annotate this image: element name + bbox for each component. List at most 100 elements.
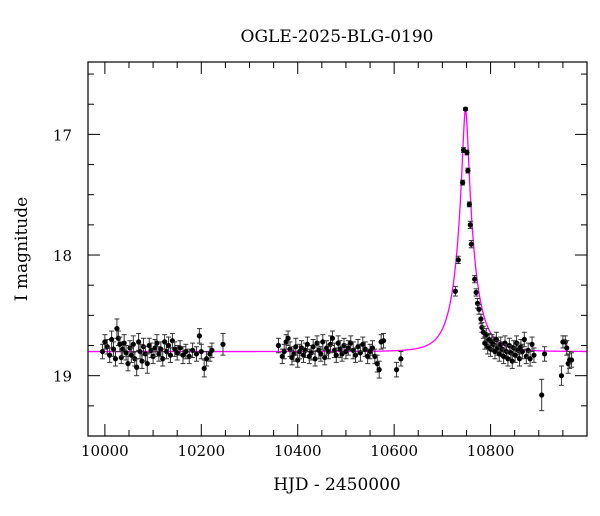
plot-frame [87, 61, 588, 437]
data-point [275, 337, 282, 354]
point-marker [154, 340, 160, 346]
point-marker [174, 350, 180, 356]
point-marker [279, 353, 285, 359]
point-marker [186, 353, 192, 359]
point-marker [519, 348, 525, 355]
point-marker [466, 201, 472, 207]
point-marker [476, 306, 482, 312]
point-marker [137, 348, 143, 355]
point-marker [352, 352, 359, 358]
data-point [468, 240, 474, 249]
data-point [541, 346, 548, 362]
point-marker [464, 149, 470, 156]
point-marker [465, 167, 471, 174]
point-marker [496, 351, 502, 357]
point-marker [335, 340, 341, 346]
point-marker [376, 367, 382, 373]
data-point [467, 220, 473, 229]
point-marker [357, 350, 364, 356]
point-marker [300, 352, 307, 358]
data-point [539, 378, 545, 412]
point-marker [374, 361, 380, 367]
data-point [365, 348, 371, 365]
data-point [473, 288, 479, 297]
data-point [183, 343, 189, 360]
data-point [531, 347, 537, 363]
point-marker [483, 332, 489, 338]
point-marker [320, 339, 326, 345]
point-marker [180, 352, 186, 358]
model-curve [88, 108, 587, 353]
data-point [169, 332, 175, 349]
data-point [472, 275, 478, 284]
point-marker [304, 341, 310, 347]
point-marker [193, 351, 200, 357]
chart-title: OGLE-2025-BLG-0190 [241, 27, 434, 47]
y-tick-label: 19 [53, 368, 72, 386]
data-point [128, 347, 134, 363]
point-marker [345, 345, 351, 351]
point-marker [348, 340, 354, 346]
point-marker [163, 348, 170, 355]
data-point [196, 328, 202, 344]
point-marker [114, 326, 120, 332]
data-point [320, 334, 326, 350]
data-point [558, 365, 565, 386]
data-point [180, 346, 186, 365]
point-marker [104, 344, 110, 350]
point-marker [455, 257, 461, 263]
point-marker [531, 352, 537, 358]
point-marker [220, 341, 226, 347]
data-point [144, 353, 150, 374]
data-point [529, 336, 535, 353]
point-marker [183, 348, 189, 355]
point-marker [318, 351, 324, 357]
point-marker [177, 345, 183, 351]
point-marker [360, 341, 366, 347]
x-tick-label: 10400 [274, 442, 322, 460]
point-marker [521, 336, 527, 343]
point-marker [568, 357, 575, 363]
point-marker [162, 339, 168, 345]
point-marker [350, 347, 356, 353]
data-point [452, 285, 458, 297]
data-point [193, 346, 200, 362]
point-marker [468, 241, 474, 247]
data-point [460, 179, 466, 186]
data-point [110, 341, 117, 357]
point-marker [121, 340, 127, 346]
point-marker [152, 345, 158, 351]
data-point [466, 201, 472, 208]
point-marker [541, 351, 548, 357]
point-marker [467, 222, 473, 228]
y-tick-label: 17 [53, 126, 72, 144]
point-marker [516, 356, 523, 362]
point-marker [165, 342, 172, 349]
data-point [137, 343, 143, 360]
data-point [204, 351, 210, 367]
axis-ticks [88, 62, 588, 437]
data-point [476, 303, 482, 315]
data-point [285, 330, 291, 347]
point-marker [139, 358, 145, 364]
data-point [99, 343, 106, 360]
point-marker [158, 346, 164, 352]
point-marker [160, 356, 166, 362]
data-point [398, 351, 404, 367]
point-marker [331, 347, 337, 353]
point-marker [285, 335, 291, 341]
point-marker [372, 353, 378, 359]
data-point [165, 336, 172, 355]
data-point [174, 345, 180, 361]
point-marker [201, 365, 207, 372]
point-marker [204, 356, 210, 362]
data-point [393, 361, 400, 378]
point-marker [107, 352, 113, 358]
point-marker [169, 338, 175, 344]
point-marker [275, 342, 282, 349]
point-marker [310, 344, 316, 350]
data-point [462, 106, 469, 112]
point-marker [398, 356, 404, 362]
data-point [521, 331, 527, 348]
x-tick-label: 10000 [81, 442, 129, 460]
